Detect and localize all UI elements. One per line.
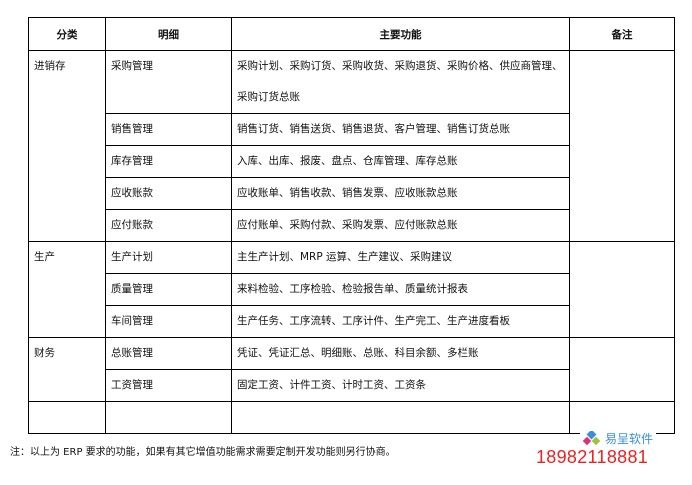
- table-row: 进销存 采购管理 采购计划、采购订货、采购收货、采购退货、采购价格、供应商管理、…: [28, 50, 675, 242]
- remarks-cell: [569, 50, 675, 242]
- detail-cell: 销售管理: [105, 113, 232, 146]
- functions-cell: 应收账单、销售收款、销售发票、应收账款总账: [231, 177, 570, 210]
- remarks-cell: [569, 241, 675, 338]
- detail-cell: 应收账款: [105, 177, 232, 210]
- functions-cell: 销售订货、销售送货、销售退货、客户管理、销售订货总账: [231, 113, 570, 146]
- functions-cell: 采购计划、采购订货、采购收货、采购退货、采购价格、供应商管理、采购订货总账: [231, 50, 570, 114]
- detail-cell: 车间管理: [105, 305, 232, 338]
- category-cell: 生产: [28, 241, 106, 338]
- functions-cell: 凭证、凭证汇总、明细账、总账、科目余额、多栏账: [231, 337, 570, 370]
- detail-cell: 工资管理: [105, 369, 232, 402]
- category-cell: 财务: [28, 337, 106, 402]
- detail-cell: 采购管理: [105, 50, 232, 114]
- table-row: 生产 生产计划 主生产计划、MRP 运算、生产建议、采购建议: [28, 241, 675, 338]
- table-row: 销售管理 销售订货、销售送货、销售退货、客户管理、销售订货总账: [29, 113, 675, 146]
- table-row: 库存管理 入库、出库、报废、盘点、仓库管理、库存总账: [29, 145, 675, 178]
- empty-row: [28, 401, 675, 434]
- header-row: 分类 明细 主要功能 备注: [28, 17, 675, 51]
- header-detail: 明细: [105, 17, 232, 51]
- brand-name: 易呈软件: [605, 432, 654, 446]
- erp-function-table: 分类 明细 主要功能 备注 进销存 采购管理 采购计划、采购订货、采购收货、采购…: [28, 17, 675, 434]
- functions-cell: 应付账单、采购付款、采购发票、应付账款总账: [231, 209, 570, 242]
- footnote: 注：以上为 ERP 要求的功能，如果有其它增值功能需求需要定制开发功能则另行协商…: [10, 447, 396, 458]
- functions-cell: 主生产计划、MRP 运算、生产建议、采购建议: [231, 241, 570, 274]
- header-remarks: 备注: [569, 17, 675, 51]
- detail-cell: 质量管理: [105, 273, 232, 306]
- functions-cell: 生产任务、工序流转、工序计件、生产完工、生产进度看板: [231, 305, 570, 338]
- phone-number: 18982118881: [536, 447, 649, 467]
- detail-cell: 库存管理: [105, 145, 232, 178]
- functions-cell: 固定工资、计件工资、计时工资、工资条: [231, 369, 570, 402]
- remarks-cell: [569, 337, 675, 402]
- table-row: 应收账款 应收账单、销售收款、销售发票、应收账款总账: [29, 177, 675, 210]
- header-functions: 主要功能: [231, 17, 570, 51]
- brand-logo: 易呈软件: [580, 430, 657, 447]
- table-row: 工资管理 固定工资、计件工资、计时工资、工资条: [29, 369, 675, 402]
- functions-cell: 入库、出库、报废、盘点、仓库管理、库存总账: [231, 145, 570, 178]
- functions-cell: 来料检验、工序检验、检验报告单、质量统计报表: [231, 273, 570, 306]
- table-row: 质量管理 来料检验、工序检验、检验报告单、质量统计报表: [29, 273, 675, 306]
- detail-cell: 应付账款: [105, 209, 232, 242]
- logo-icon: [583, 430, 601, 445]
- table-row: 车间管理 生产任务、工序流转、工序计件、生产完工、生产进度看板: [29, 305, 675, 338]
- category-cell: 进销存: [28, 50, 106, 242]
- table-row: 应付账款 应付账单、采购付款、采购发票、应付账款总账: [29, 209, 675, 242]
- detail-cell: 生产计划: [105, 241, 232, 274]
- header-category: 分类: [28, 17, 106, 51]
- table-row: 财务 总账管理 凭证、凭证汇总、明细账、总账、科目余额、多栏账: [28, 337, 675, 402]
- detail-cell: 总账管理: [105, 337, 232, 370]
